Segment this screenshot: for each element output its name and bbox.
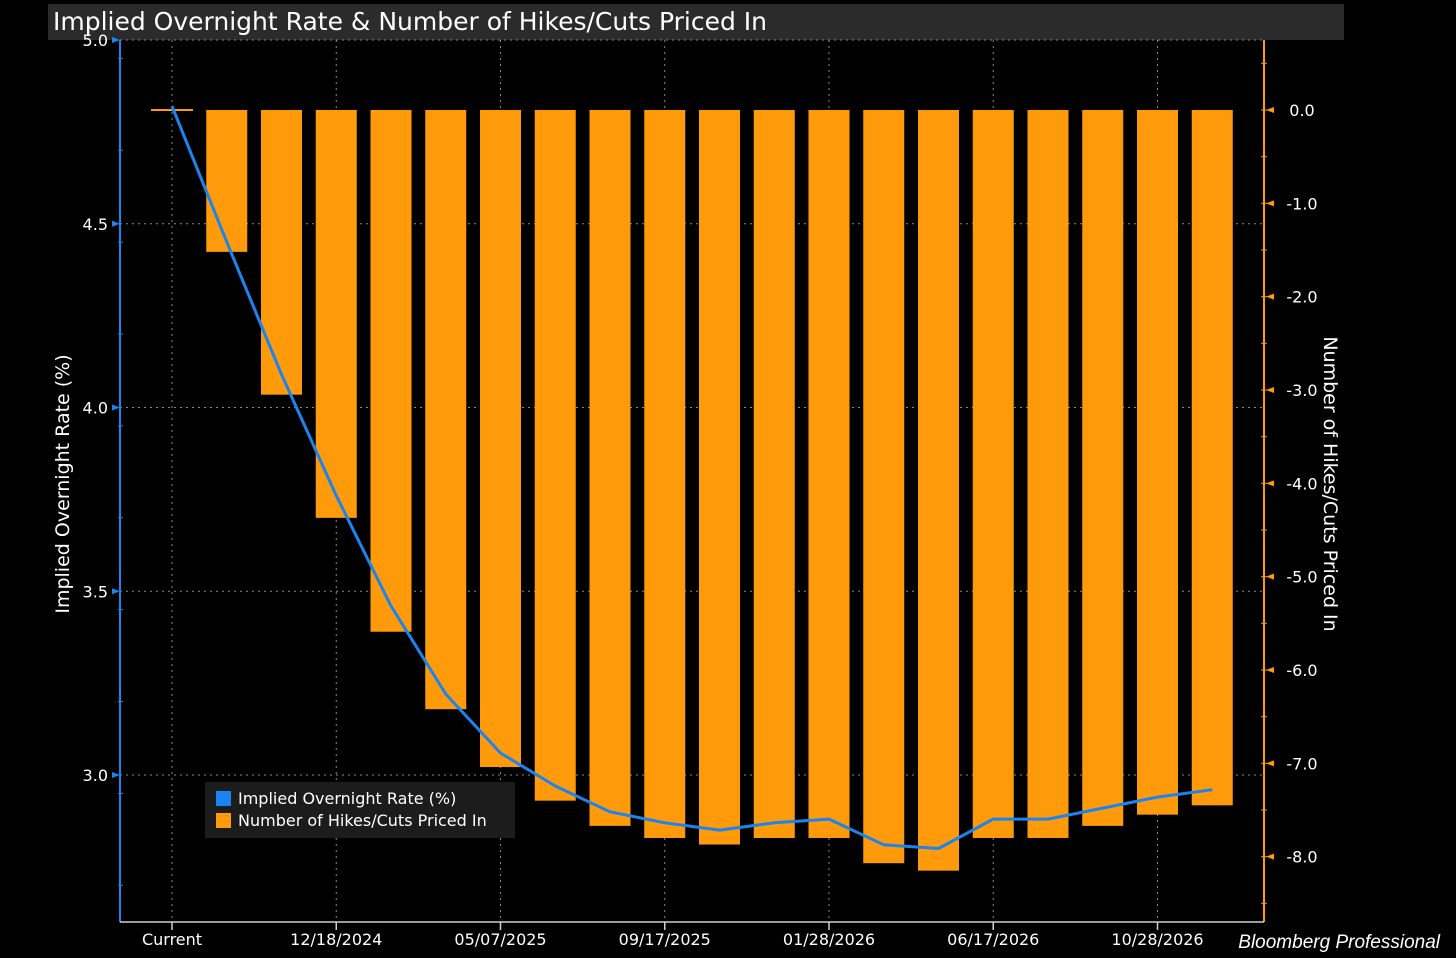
- bar-5: [425, 110, 467, 710]
- x-tick-label-1: 12/18/2024: [290, 930, 382, 949]
- right-major-tick-6: [1266, 667, 1274, 673]
- right-major-tick-1: [1266, 200, 1274, 207]
- right-major-tick-2: [1266, 293, 1274, 300]
- bar-19: [1191, 110, 1233, 806]
- x-tick-label-6: 10/28/2026: [1111, 930, 1203, 949]
- right-major-tick-3: [1266, 387, 1274, 393]
- x-tick-label-5: 06/17/2026: [947, 930, 1039, 949]
- bar-7: [534, 110, 576, 801]
- legend-label-rate: Implied Overnight Rate (%): [238, 789, 457, 808]
- line-series-overnight-rate: [170, 105, 1213, 850]
- left-tick-label-2: 4.0: [83, 399, 108, 418]
- bar-15: [972, 110, 1014, 838]
- right-major-tick-8: [1266, 853, 1274, 860]
- left-tick-label-3: 3.5: [83, 582, 108, 601]
- axis-labels: 5.0 4.5 4.0 3.5 3.0 0.0 -1.0 -2.0 -3.0 -4.0 -5.0 -6…: [83, 31, 1318, 949]
- bar-18: [1137, 110, 1178, 815]
- right-tick-label-2: -2.0: [1286, 288, 1317, 307]
- bar-13: [863, 110, 905, 864]
- right-tick-label-8: -8.0: [1286, 848, 1317, 867]
- legend-item-hikes: Number of Hikes/Cuts Priced In: [216, 811, 487, 831]
- right-tick-label-1: -1.0: [1286, 194, 1317, 213]
- left-axis-title: Implied Overnight Rate (%): [52, 354, 74, 613]
- legend-swatch-hikes: [216, 813, 231, 828]
- right-major-tick-7: [1266, 760, 1274, 767]
- chart-title: Implied Overnight Rate & Number of Hikes…: [48, 4, 1344, 40]
- bar-8: [589, 110, 631, 826]
- bar-2: [261, 110, 302, 395]
- bar-12: [808, 110, 850, 838]
- left-major-tick-0: [112, 37, 120, 43]
- x-tick-label-0: Current: [142, 930, 202, 949]
- x-tick-label-4: 01/28/2026: [783, 930, 875, 949]
- bar-series-hikes-cuts: [151, 109, 1233, 871]
- bar-14: [918, 110, 959, 871]
- bar-16: [1027, 110, 1069, 838]
- bar-11: [753, 110, 795, 838]
- right-major-tick-5: [1266, 573, 1274, 580]
- left-tick-label-4: 3.0: [83, 766, 108, 785]
- left-major-tick-4: [112, 772, 120, 778]
- right-tick-label-7: -7.0: [1286, 754, 1317, 773]
- right-axis-title: Number of Hikes/Cuts Priced In: [1319, 336, 1341, 631]
- left-tick-label-0: 5.0: [83, 31, 108, 50]
- axes: [112, 37, 1274, 930]
- right-tick-label-6: -6.0: [1286, 661, 1317, 680]
- bar-10: [699, 110, 740, 845]
- left-major-tick-2: [112, 404, 120, 411]
- bar-4: [370, 110, 412, 632]
- right-tick-label-3: -3.0: [1286, 381, 1317, 400]
- legend-swatch-rate: [216, 791, 231, 806]
- right-tick-label-5: -5.0: [1286, 568, 1317, 587]
- legend-item-rate: Implied Overnight Rate (%): [216, 789, 456, 809]
- x-tick-label-3: 09/17/2025: [619, 930, 711, 949]
- bar-1: [206, 110, 248, 252]
- right-tick-label-4: -4.0: [1286, 474, 1317, 493]
- left-major-tick-1: [112, 220, 120, 227]
- left-major-tick-3: [112, 588, 120, 595]
- bar-17: [1082, 110, 1124, 826]
- grid-lines: [120, 39, 1264, 922]
- x-tick-label-2: 05/07/2025: [454, 930, 546, 949]
- left-tick-label-1: 4.5: [83, 215, 108, 234]
- bar-6: [480, 110, 521, 768]
- right-tick-label-0: 0.0: [1289, 101, 1314, 120]
- bar-3: [315, 110, 357, 518]
- right-major-tick-4: [1266, 480, 1274, 487]
- right-major-tick-0: [1266, 107, 1274, 113]
- legend: Implied Overnight Rate (%) Number of Hik…: [205, 782, 515, 838]
- bar-9: [644, 110, 686, 838]
- credit-text: Bloomberg Professional: [1238, 932, 1440, 953]
- legend-label-hikes: Number of Hikes/Cuts Priced In: [238, 811, 487, 830]
- rate-line: [170, 105, 1213, 850]
